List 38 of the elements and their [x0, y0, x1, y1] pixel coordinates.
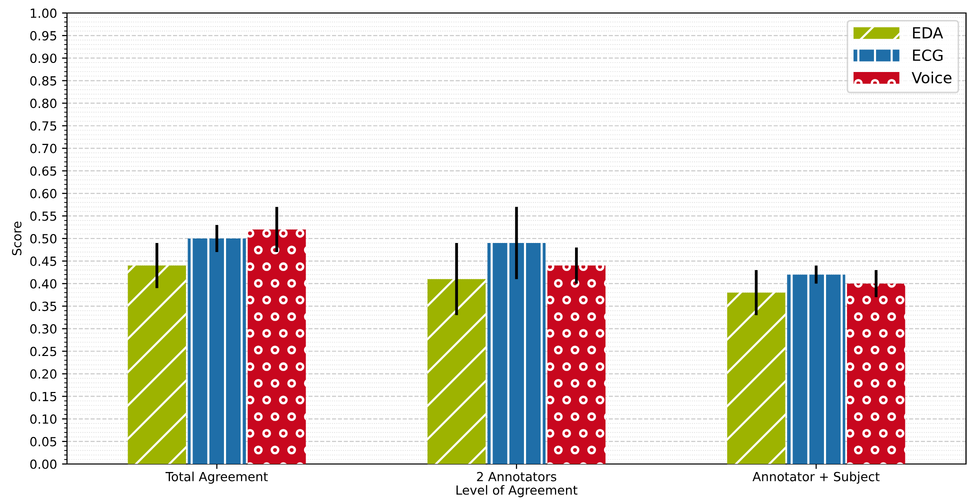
- x-axis-title: Level of Agreement: [456, 485, 578, 498]
- bar: [248, 229, 306, 464]
- y-tick-label: 0.25: [30, 346, 56, 356]
- y-tick-label: 0.80: [30, 98, 56, 108]
- y-tick-label: 0.05: [30, 436, 56, 446]
- y-tick-label: 0.10: [30, 414, 56, 424]
- y-tick-label: 0.65: [30, 166, 56, 176]
- y-tick-label: 0.15: [30, 392, 56, 402]
- x-tick-label: Annotator + Subject: [752, 472, 880, 484]
- y-tick-label: 0.60: [30, 188, 56, 198]
- bar: [188, 238, 246, 464]
- bar: [787, 274, 846, 464]
- bar: [487, 243, 546, 464]
- y-tick-label: 0.70: [30, 144, 56, 154]
- x-tick-label: 2 Annotators: [477, 472, 556, 482]
- y-tick-label: 0.35: [30, 302, 56, 312]
- y-tick-label: 0.85: [30, 76, 56, 86]
- bar: [547, 266, 606, 464]
- y-axis-title: Score: [12, 222, 22, 256]
- y-tick-label: 0.75: [30, 121, 56, 131]
- y-tick-label: 0.40: [30, 279, 56, 289]
- y-tick-label: 0.55: [30, 211, 56, 221]
- y-tick-label: 0.20: [30, 369, 56, 379]
- y-tick-label: 0.45: [30, 256, 56, 266]
- y-tick-label: 0.95: [30, 31, 56, 40]
- y-tick-label: 0.90: [30, 54, 56, 64]
- legend-label: Voice: [912, 72, 952, 84]
- legend-label: ECG: [913, 49, 942, 61]
- bar: [847, 284, 906, 464]
- bar: [727, 292, 786, 464]
- y-tick-label: 0.50: [30, 234, 56, 244]
- y-tick-label: 0.00: [30, 459, 56, 469]
- y-tick-label: 0.30: [30, 324, 56, 334]
- y-tick-label: 1.00: [30, 8, 56, 18]
- bar: [428, 279, 486, 464]
- x-tick-label: Total Agreement: [166, 472, 268, 484]
- legend-label: EDA: [913, 27, 944, 38]
- bar: [128, 266, 186, 464]
